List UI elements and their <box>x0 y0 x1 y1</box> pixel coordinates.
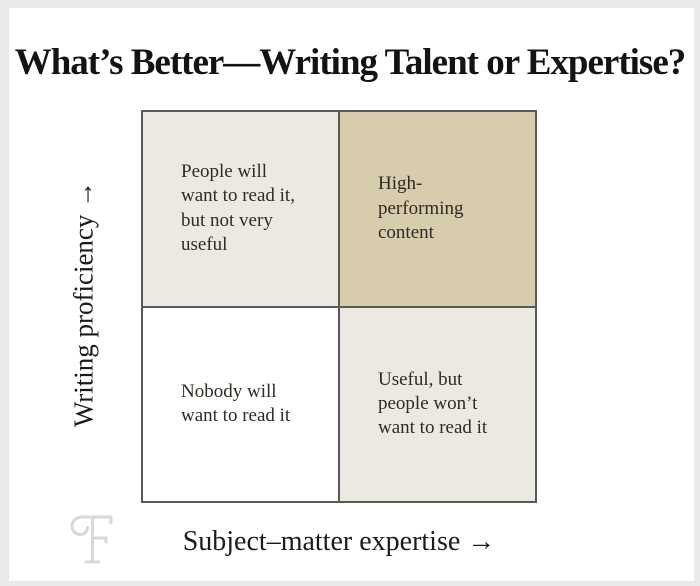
x-axis-label: Subject–matter expertise → <box>182 526 496 557</box>
y-axis-label: Writing proficiency → <box>68 180 99 428</box>
quadrant-top-left-label: People will want to read it, but not ver… <box>181 161 295 256</box>
quadrant-matrix: People will want to read it, but not ver… <box>141 110 537 503</box>
quadrant-bottom-right: Useful, but people won’t want to read it <box>340 307 535 501</box>
quadrant-bottom-left: Nobody will want to read it <box>143 307 338 501</box>
quadrant-bottom-right-label: Useful, but people won’t want to read it <box>378 368 488 439</box>
quadrant-top-right: High- performing content <box>340 112 535 306</box>
quadrant-bottom-left-label: Nobody will want to read it <box>181 380 291 427</box>
page-title: What’s Better—Writing Talent or Expertis… <box>14 41 687 83</box>
f-monogram-icon <box>70 515 113 564</box>
quadrant-top-right-label: High- performing content <box>378 173 464 243</box>
quadrant-top-left: People will want to read it, but not ver… <box>143 112 338 306</box>
